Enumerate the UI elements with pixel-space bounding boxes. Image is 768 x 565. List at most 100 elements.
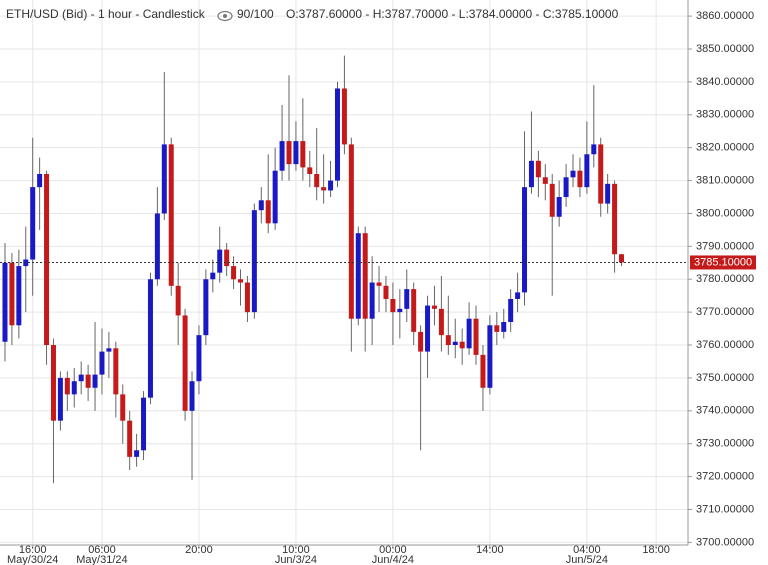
candle-body [300, 141, 306, 168]
candle-body [355, 233, 361, 319]
candle-body [71, 381, 77, 395]
candle-body [515, 292, 521, 299]
candle-body [265, 200, 271, 224]
candle-body [549, 183, 555, 217]
candle-body [279, 141, 285, 171]
candle-body [113, 348, 119, 395]
y-tick-label: 3760.00000 [696, 339, 754, 351]
candle-body [404, 289, 410, 309]
candle-body [508, 298, 514, 323]
candle-body [244, 282, 250, 313]
candle-body [362, 233, 368, 319]
candle-body [57, 377, 63, 421]
candle-body [64, 377, 70, 395]
candle-body [127, 420, 133, 457]
y-tick-label: 3780.00000 [696, 273, 754, 285]
candle-body [307, 167, 313, 174]
candle-body [37, 173, 43, 188]
y-tick-label: 3860.00000 [696, 10, 754, 22]
x-tick-label: 18:00 [642, 544, 670, 556]
candle-body [99, 351, 105, 375]
candle-body [258, 200, 264, 211]
candle-body [251, 210, 257, 313]
candle-body [92, 374, 98, 388]
candle-body [168, 144, 174, 286]
candle-body [376, 282, 382, 286]
candle-body [445, 335, 451, 346]
candle-body [16, 266, 22, 326]
y-tick-label: 3800.00000 [696, 207, 754, 219]
candle-body [411, 289, 417, 332]
candle-body [397, 308, 403, 313]
candle-body [563, 177, 569, 198]
chart-title: ETH/USD (Bid) - 1 hour - Candlestick [6, 7, 206, 21]
y-tick-label: 3810.00000 [696, 174, 754, 186]
candle-body [120, 394, 126, 421]
candle-body [189, 381, 195, 411]
candle-body [438, 308, 444, 336]
candle-body [321, 187, 327, 191]
candle-body [452, 341, 458, 346]
candle-body [341, 88, 347, 145]
candle-body [390, 298, 396, 313]
x-tick-label: 20:00 [185, 544, 213, 556]
candle-body [217, 249, 223, 273]
candle-body [473, 318, 479, 355]
x-tick-date: Jun/4/24 [372, 554, 414, 565]
y-tick-label: 3770.00000 [696, 306, 754, 318]
candle-body [2, 262, 8, 342]
x-tick-date: Jun/5/24 [566, 554, 608, 565]
y-tick-label: 3840.00000 [696, 76, 754, 88]
candle-body [238, 279, 244, 283]
candle-body [293, 141, 299, 165]
candle-body [50, 345, 56, 421]
eye-icon [217, 10, 233, 22]
x-tick-label: 06:00 [88, 544, 116, 556]
y-tick-label: 3720.00000 [696, 470, 754, 482]
x-tick-date: Jun/3/24 [275, 554, 317, 565]
y-tick-label: 3830.00000 [696, 109, 754, 121]
candle-body [418, 331, 424, 352]
candle-body [286, 141, 292, 165]
candle-body [591, 144, 597, 155]
candle-body [612, 183, 618, 255]
x-tick-label: 00:00 [379, 544, 407, 556]
y-tick-label: 3730.00000 [696, 438, 754, 450]
candle-body [334, 88, 340, 181]
candle-body [141, 397, 147, 451]
candle-body [556, 197, 562, 217]
y-tick-label: 3740.00000 [696, 405, 754, 417]
candle-body [272, 170, 278, 224]
candle-body [369, 282, 375, 319]
y-tick-label: 3700.00000 [696, 536, 754, 548]
candle-body [348, 144, 354, 319]
candle-body [224, 249, 230, 267]
candle-body [584, 154, 590, 188]
x-tick-label: 14:00 [476, 544, 504, 556]
candle-body [196, 335, 202, 382]
candle-body [425, 305, 431, 352]
zoom-level: 90/100 [237, 7, 274, 21]
candle-body [501, 322, 507, 332]
candle-body [182, 315, 188, 411]
x-tick-date: May/30/24 [7, 554, 58, 565]
candle-body [203, 279, 209, 336]
candle-body [154, 213, 160, 280]
y-tick-label: 3820.00000 [696, 142, 754, 154]
candle-body [328, 180, 334, 191]
y-tick-label: 3750.00000 [696, 372, 754, 384]
candle-body [147, 279, 153, 398]
candle-body [480, 354, 486, 388]
x-tick-label: 16:00 [19, 544, 47, 556]
candle-body [605, 183, 611, 204]
candle-body [487, 325, 493, 388]
candle-body [618, 254, 624, 263]
candle-body [528, 160, 534, 188]
x-tick-date: May/31/24 [76, 554, 127, 565]
x-tick-label: 04:00 [573, 544, 601, 556]
x-tick-label: 10:00 [282, 544, 310, 556]
candle-body [466, 318, 472, 349]
